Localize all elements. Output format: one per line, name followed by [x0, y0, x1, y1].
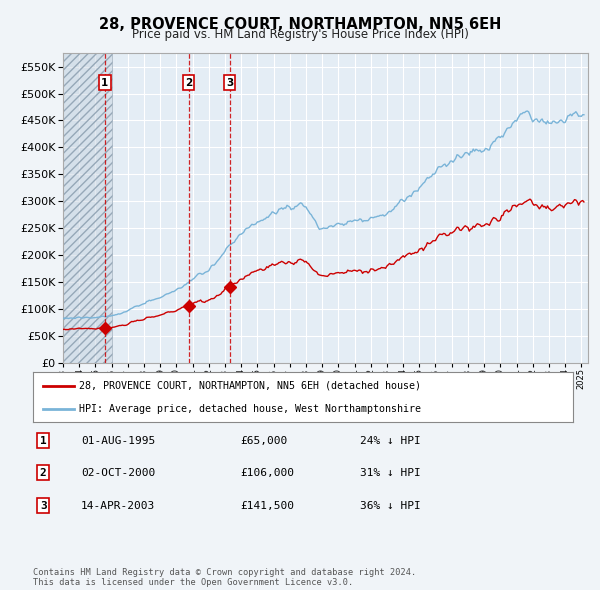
Text: Contains HM Land Registry data © Crown copyright and database right 2024.
This d: Contains HM Land Registry data © Crown c… [33, 568, 416, 587]
Text: £141,500: £141,500 [240, 501, 294, 510]
Text: 3: 3 [40, 501, 47, 510]
Bar [63, 53, 112, 363]
Text: 2: 2 [185, 78, 192, 88]
Text: £106,000: £106,000 [240, 468, 294, 477]
Text: 2: 2 [40, 468, 47, 477]
Text: 14-APR-2003: 14-APR-2003 [81, 501, 155, 510]
Text: 36% ↓ HPI: 36% ↓ HPI [360, 501, 421, 510]
Text: 02-OCT-2000: 02-OCT-2000 [81, 468, 155, 477]
Text: 3: 3 [226, 78, 233, 88]
Text: 1: 1 [101, 78, 109, 88]
Text: 1: 1 [40, 436, 47, 445]
Text: 28, PROVENCE COURT, NORTHAMPTON, NN5 6EH (detached house): 28, PROVENCE COURT, NORTHAMPTON, NN5 6EH… [79, 381, 421, 391]
Text: 28, PROVENCE COURT, NORTHAMPTON, NN5 6EH: 28, PROVENCE COURT, NORTHAMPTON, NN5 6EH [99, 17, 501, 31]
Text: 01-AUG-1995: 01-AUG-1995 [81, 436, 155, 445]
Bar [63, 53, 112, 363]
Text: 31% ↓ HPI: 31% ↓ HPI [360, 468, 421, 477]
Text: £65,000: £65,000 [240, 436, 287, 445]
Text: Price paid vs. HM Land Registry's House Price Index (HPI): Price paid vs. HM Land Registry's House … [131, 28, 469, 41]
Text: 24% ↓ HPI: 24% ↓ HPI [360, 436, 421, 445]
Text: HPI: Average price, detached house, West Northamptonshire: HPI: Average price, detached house, West… [79, 404, 421, 414]
